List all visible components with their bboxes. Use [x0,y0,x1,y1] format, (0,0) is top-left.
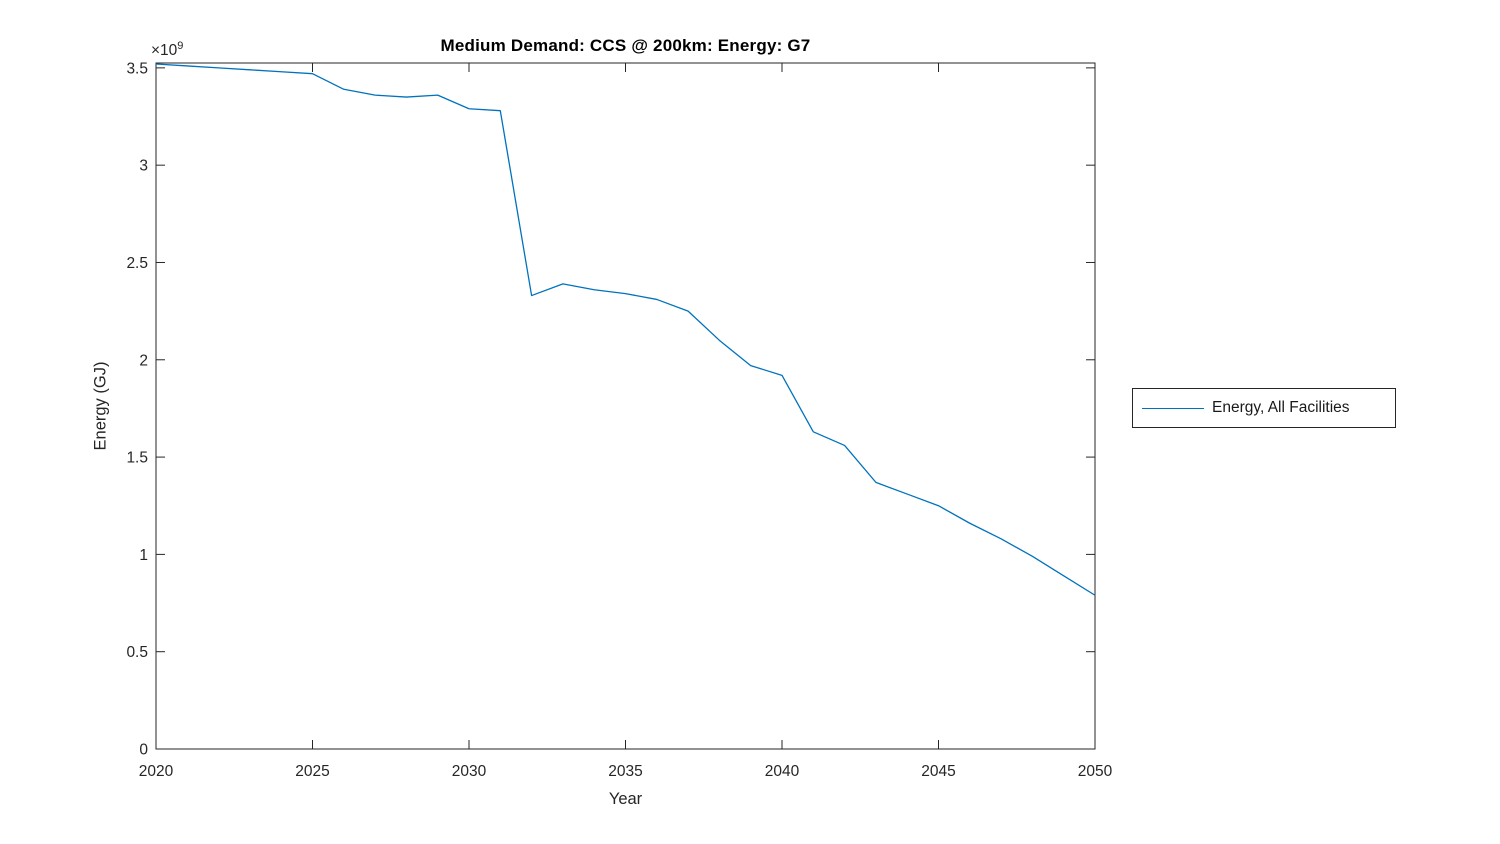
y-tick-label: 0.5 [126,644,148,661]
y-tick-label: 0 [139,742,148,759]
legend[interactable]: Energy, All Facilities [1132,388,1396,428]
y-axis-label: Energy (GJ) [91,361,110,451]
y-axis-exponent-label: ×109 [151,40,183,60]
legend-line-sample-icon [1142,407,1204,409]
x-tick-label: 2050 [1078,763,1113,780]
x-axis-label: Year [608,790,643,808]
chart-title: Medium Demand: CCS @ 200km: Energy: G7 [440,36,811,55]
x-tick-label: 2025 [295,763,329,780]
y-tick-label: 1 [139,547,148,564]
y-tick-label: 3 [139,158,148,175]
x-tick-label: 2040 [765,763,800,780]
x-tick-label: 2045 [921,763,955,780]
y-tick-label: 1.5 [126,450,148,467]
y-tick-label: 3.5 [126,60,148,77]
y-axis-exponent-power: 9 [177,40,184,52]
x-tick-label: 2035 [608,763,642,780]
data-line [155,63,1096,596]
y-tick-label: 2.5 [126,255,148,272]
y-axis-exponent-base: ×10 [151,42,178,60]
legend-entry-label: Energy, All Facilities [1212,399,1350,416]
plot-border [155,62,1096,750]
x-tick-label: 2030 [452,763,487,780]
y-tick-label: 2 [139,352,148,369]
x-tick-label: 2020 [139,763,174,780]
